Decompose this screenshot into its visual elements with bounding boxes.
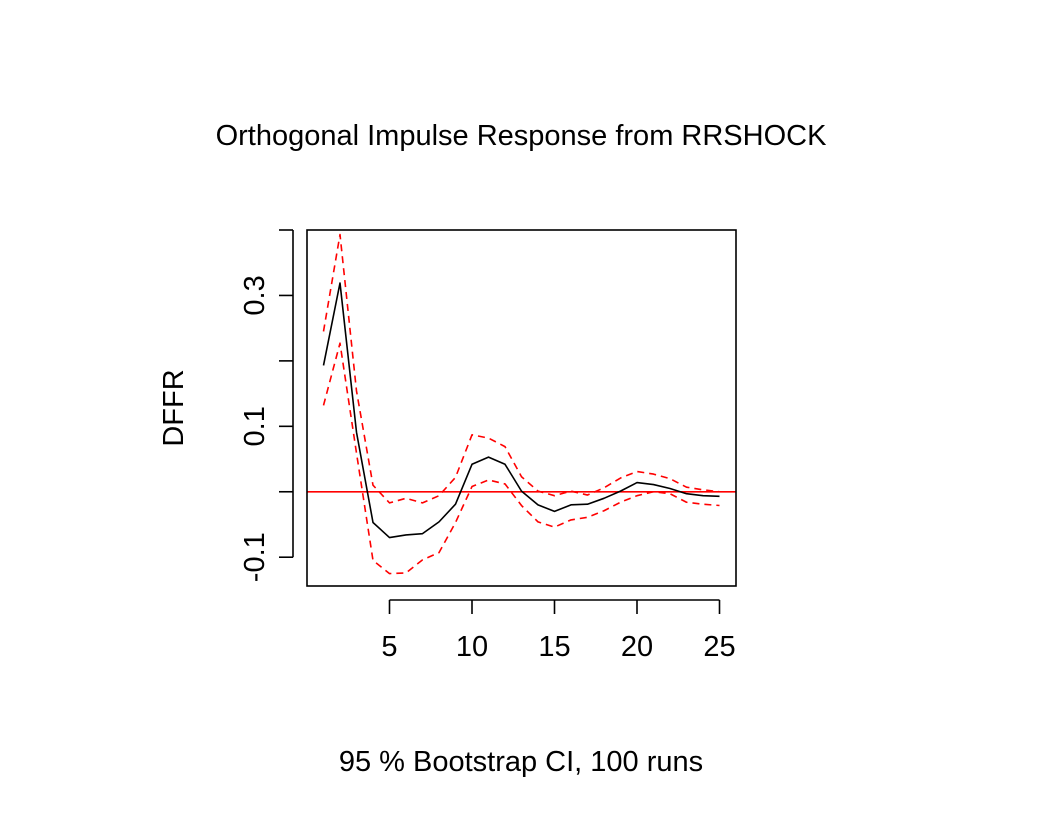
x-tick-label: 15	[538, 631, 570, 663]
lower-line	[322, 342, 720, 575]
x-tick-label: 25	[703, 631, 735, 663]
x-tick-label: 20	[621, 631, 653, 663]
plot-layer	[307, 233, 736, 575]
upper-line	[322, 233, 720, 504]
x-tick-label: 10	[456, 631, 488, 663]
y-tick-label: 0.3	[239, 275, 271, 315]
x-axis-label: 95 % Bootstrap CI, 100 runs	[339, 746, 703, 778]
y-tick-label: -0.1	[239, 532, 271, 582]
y-axis: -0.1 0.1 0.3	[239, 229, 294, 582]
y-axis-label: DFFR	[158, 369, 190, 446]
plot-frame	[306, 229, 737, 587]
y-tick-label: 0.1	[239, 406, 271, 446]
x-axis: 5 10 15 20 25	[381, 599, 736, 663]
dffr-line	[322, 282, 720, 539]
chart-title: Orthogonal Impulse Response from RRSHOCK	[216, 120, 828, 152]
x-tick-label: 5	[381, 631, 397, 663]
